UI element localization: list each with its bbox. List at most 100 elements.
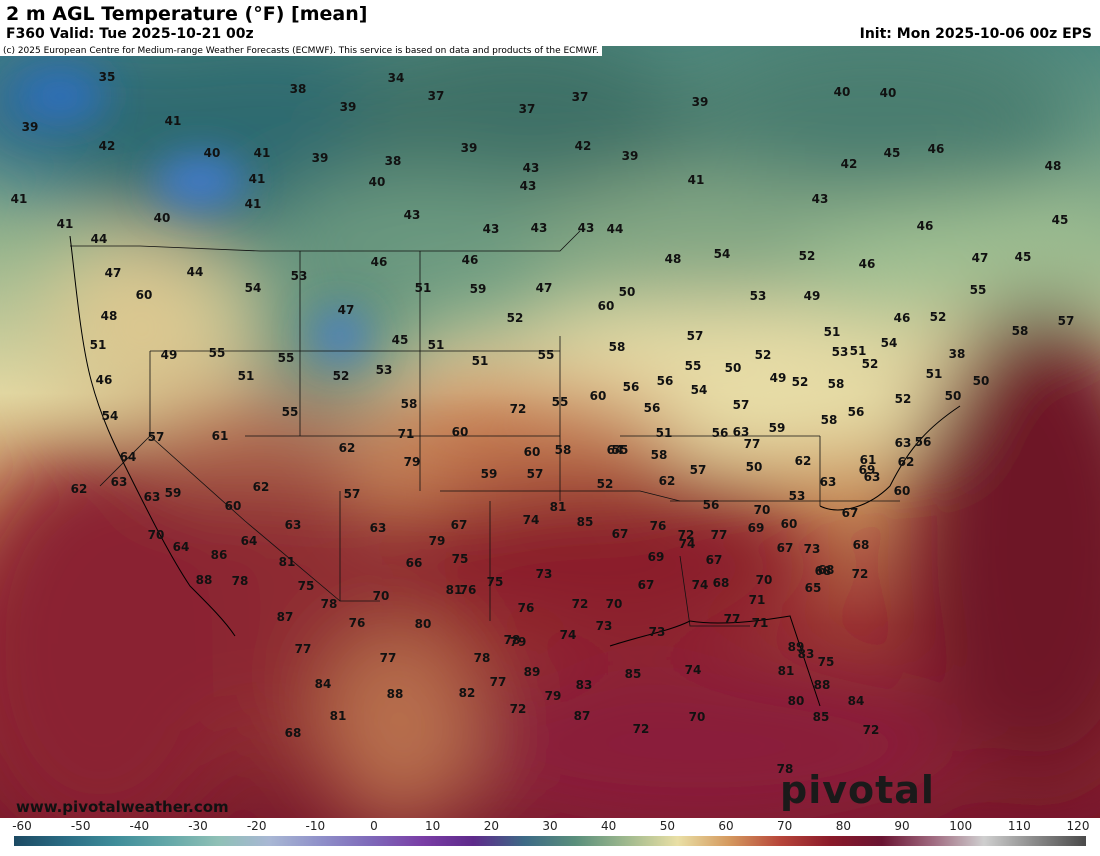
temperature-value-label: 46: [371, 255, 388, 269]
temperature-map: 35 38 34 37 39 37 37 39 40 40 39 41 42 40 41 39 38 39 42 39…: [0, 46, 1100, 818]
temperature-value-label: 68: [713, 576, 730, 590]
temperature-value-label: 63: [895, 436, 912, 450]
temperature-value-label: 72: [678, 528, 695, 542]
temperature-value-label: 46: [462, 253, 479, 267]
temperature-value-label: 49: [161, 348, 178, 362]
temperature-value-label: 46: [894, 311, 911, 325]
temperature-value-label: 54: [691, 383, 708, 397]
temperature-value-label: 58: [1012, 324, 1029, 338]
temperature-value-label: 68: [818, 563, 835, 577]
colorbar-tick: 60: [718, 819, 734, 833]
temperature-value-label: 49: [804, 289, 821, 303]
init-time: Init: Mon 2025-10-06 00z EPS: [859, 26, 1092, 42]
temperature-value-label: 39: [622, 149, 639, 163]
temperature-value-label: 75: [818, 655, 835, 669]
temperature-value-label: 40: [880, 86, 897, 100]
temperature-value-label: 78: [474, 651, 491, 665]
temperature-value-label: 62: [898, 455, 915, 469]
temperature-value-label: 79: [510, 635, 527, 649]
temperature-value-label: 60: [590, 389, 607, 403]
temperature-value-label: 61: [212, 429, 229, 443]
temperature-value-label: 58: [609, 340, 626, 354]
temperature-value-label: 51: [824, 325, 841, 339]
temperature-value-label: 72: [572, 597, 589, 611]
temperature-value-label: 79: [404, 455, 421, 469]
temperature-value-label: 78: [504, 633, 521, 647]
temperature-value-label: 56: [703, 498, 720, 512]
temperature-value-label: 53: [832, 345, 849, 359]
temperature-value-label: 76: [349, 616, 366, 630]
colorbar-tick: -20: [246, 819, 267, 833]
temperature-value-label: 70: [754, 503, 771, 517]
colorbar-tick: 10: [425, 819, 441, 833]
temperature-value-label: 58: [401, 397, 418, 411]
temperature-value-label: 80: [415, 617, 432, 631]
temperature-value-label: 60: [524, 445, 541, 459]
temperature-value-label: 63: [820, 475, 837, 489]
temperature-value-label: 62: [659, 474, 676, 488]
temperature-value-label: 74: [685, 663, 702, 677]
temperature-value-label: 57: [344, 487, 361, 501]
temperature-value-label: 85: [625, 667, 642, 681]
temperature-value-label: 41: [249, 172, 266, 186]
temperature-value-label: 76: [650, 519, 667, 533]
temperature-value-label: 43: [523, 161, 540, 175]
temperature-value-label: 59: [769, 421, 786, 435]
temperature-value-label: 37: [519, 102, 536, 116]
temperature-value-label: 74: [692, 578, 709, 592]
temperature-value-label: 52: [799, 249, 816, 263]
temperature-value-label: 78: [777, 762, 794, 776]
site-url[interactable]: www.pivotalweather.com: [16, 798, 229, 816]
temperature-value-label: 77: [380, 651, 397, 665]
temperature-value-label: 76: [518, 601, 535, 615]
temperature-value-label: 62: [71, 482, 88, 496]
colorbar-tick: -50: [70, 819, 91, 833]
temperature-value-label: 74: [679, 537, 696, 551]
temperature-value-label: 55: [282, 405, 299, 419]
temperature-value-label: 73: [536, 567, 553, 581]
colorbar-tick: 20: [483, 819, 499, 833]
temperature-value-label: 45: [392, 333, 409, 347]
temperature-value-label: 37: [572, 90, 589, 104]
temperature-value-label: 54: [881, 336, 898, 350]
temperature-value-label: 63: [285, 518, 302, 532]
temperature-value-label: 75: [452, 552, 469, 566]
colorbar-tick: 120: [1066, 819, 1090, 833]
temperature-value-label: 41: [11, 192, 28, 206]
temperature-value-label: 81: [778, 664, 795, 678]
temperature-value-label: 62: [795, 454, 812, 468]
temperature-value-label: 70: [606, 597, 623, 611]
temperature-value-label: 78: [232, 574, 249, 588]
temperature-value-label: 64: [120, 450, 137, 464]
map-svg: 35 38 34 37 39 37 37 39 40 40 39 41 42 40 41 39 38 39 42 39…: [0, 46, 1100, 818]
colorbar-tick: 50: [659, 819, 675, 833]
temperature-value-label: 67: [612, 527, 629, 541]
temperature-value-label: 87: [574, 709, 591, 723]
temperature-value-label: 73: [649, 625, 666, 639]
temperature-value-label: 53: [750, 289, 767, 303]
temperature-value-label: 51: [415, 281, 432, 295]
temperature-value-label: 51: [656, 426, 673, 440]
temperature-value-label: 56: [657, 374, 674, 388]
temperature-value-label: 39: [461, 141, 478, 155]
temperature-value-label: 71: [398, 427, 415, 441]
temperature-value-label: 61: [860, 453, 877, 467]
temperature-value-label: 77: [724, 612, 741, 626]
temperature-value-label: 42: [575, 139, 592, 153]
temperature-value-label: 72: [852, 567, 869, 581]
colorbar-tick: -10: [305, 819, 326, 833]
temperature-value-label: 60: [894, 484, 911, 498]
temperature-value-label: 62: [253, 480, 270, 494]
temperature-value-label: 77: [490, 675, 507, 689]
temperature-value-label: 86: [211, 548, 228, 562]
temperature-value-label: 39: [312, 151, 329, 165]
temperature-value-label: 63: [370, 521, 387, 535]
temperature-value-label: 46: [917, 219, 934, 233]
temperature-value-label: 55: [278, 351, 295, 365]
temperature-value-label: 51: [428, 338, 445, 352]
temperature-value-label: 63: [111, 475, 128, 489]
temperature-value-label: 41: [254, 146, 271, 160]
temperature-value-label: 39: [22, 120, 39, 134]
temperature-value-label: 81: [550, 500, 567, 514]
temperature-value-label: 74: [560, 628, 577, 642]
